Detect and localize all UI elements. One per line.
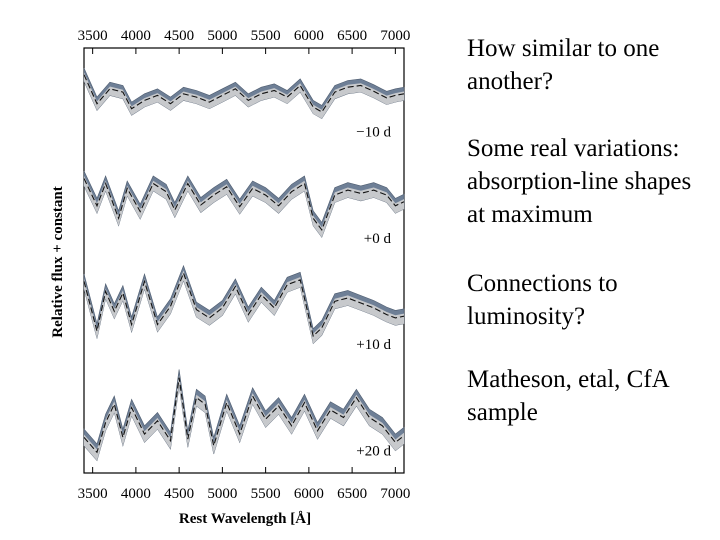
epoch-label-1: +0 d — [364, 231, 392, 247]
mean-spectrum-3 — [83, 377, 405, 454]
epoch-panel-2: +10 d — [83, 264, 405, 353]
dispersion-band-light-1 — [84, 175, 404, 238]
note-variations: Some real variations: absorption-line sh… — [467, 135, 692, 228]
bottom-tick-label-3500: 3500 — [78, 486, 108, 502]
epoch-panel-3: +20 d — [83, 369, 405, 462]
bottom-tick-labels: 3500 4000 4500 5000 5500 6000 6500 7000 — [78, 486, 411, 502]
bottom-tick-label-4000: 4000 — [121, 486, 151, 502]
top-tick-label-3500: 3500 — [78, 28, 108, 44]
epoch-label-0: −10 d — [356, 125, 391, 141]
spectra-panels: −10 d +0 d +10 d +20 d — [83, 67, 405, 462]
epoch-label-2: +10 d — [356, 337, 391, 353]
top-tick-label-4500: 4500 — [164, 28, 194, 44]
top-tick-label-4000: 4000 — [121, 28, 151, 44]
note-luminosity: Connections to luminosity? — [467, 270, 618, 330]
note-similarity: How similar to one another? — [467, 35, 660, 95]
note-source: Matheson, etal, CfA sample — [467, 366, 669, 426]
bottom-tick-label-4500: 4500 — [164, 486, 194, 502]
epoch-panel-0: −10 d — [83, 67, 405, 141]
epoch-label-3: +20 d — [356, 443, 391, 459]
bottom-tick-label-7000: 7000 — [380, 486, 410, 502]
slide-notes: How similar to one another? Some real va… — [467, 32, 712, 463]
bottom-tick-label-6000: 6000 — [294, 486, 324, 502]
mean-spectrum-0 — [83, 74, 405, 113]
top-tick-label-6500: 6500 — [337, 28, 367, 44]
dispersion-band-light-2 — [84, 270, 404, 344]
top-tick-labels: 3500 4000 4500 5000 5500 6000 6500 7000 — [78, 28, 411, 44]
bottom-tick-label-5500: 5500 — [251, 486, 281, 502]
epoch-panel-1: +0 d — [83, 170, 405, 247]
plot-frame — [83, 47, 405, 474]
dispersion-band-light-0 — [84, 72, 404, 119]
x-axis-label: Rest Wavelength [Å] — [179, 511, 311, 527]
mean-spectrum-1 — [83, 178, 405, 232]
top-tick-label-6000: 6000 — [294, 28, 324, 44]
spectra-chart: 3500 4000 4500 5000 5500 6000 6500 7000 3500 400… — [50, 28, 411, 527]
bottom-tick-label-5000: 5000 — [207, 486, 237, 502]
bottom-tick-label-6500: 6500 — [337, 486, 367, 502]
y-axis-label: Relative flux + constant — [50, 186, 66, 337]
tick-marks — [92, 48, 396, 473]
top-tick-label-5500: 5500 — [251, 28, 281, 44]
dispersion-band-light-3 — [84, 374, 404, 461]
top-tick-label-7000: 7000 — [380, 28, 410, 44]
top-tick-label-5000: 5000 — [207, 28, 237, 44]
mean-spectrum-2 — [83, 271, 405, 338]
